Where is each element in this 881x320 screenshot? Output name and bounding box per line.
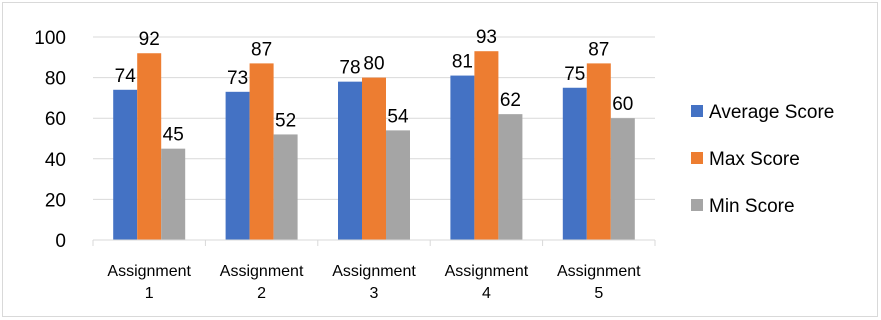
x-tick-label: 4 [482, 285, 491, 302]
data-label: 87 [251, 39, 272, 60]
legend-label: Average Score [709, 102, 834, 123]
data-label: 45 [163, 125, 184, 146]
data-label: 54 [387, 106, 409, 127]
bar-max-score [249, 63, 274, 240]
bar-average-score [338, 81, 362, 240]
x-tick-label: Assignment [220, 263, 304, 280]
x-tick-label: 5 [594, 285, 603, 302]
bar-average-score [113, 89, 138, 240]
y-tick-label: 0 [55, 231, 66, 252]
x-tick-label: 2 [257, 285, 266, 302]
x-tick-label: Assignment [445, 263, 529, 280]
legend-label: Min Score [709, 196, 795, 217]
legend-label: Max Score [709, 149, 800, 170]
y-tick-label: 60 [45, 109, 66, 130]
legend-swatch [691, 105, 703, 117]
x-tick-label: Assignment [557, 263, 641, 280]
bar-min-score [273, 134, 298, 240]
data-label: 62 [500, 90, 521, 111]
bar-average-score [225, 91, 250, 240]
x-tick-label: 1 [145, 285, 154, 302]
data-label: 60 [612, 94, 633, 115]
data-label: 75 [564, 64, 585, 85]
bar-max-score [474, 51, 499, 241]
y-tick-label: 40 [45, 150, 66, 171]
y-tick-label: 20 [45, 190, 66, 211]
y-tick-label: 100 [34, 28, 66, 49]
data-label: 80 [363, 54, 384, 75]
data-label: 87 [588, 39, 609, 60]
bar-max-score [586, 63, 611, 240]
data-label: 73 [227, 68, 248, 89]
bar-min-score [386, 130, 410, 240]
legend-swatch [691, 152, 703, 164]
data-label: 52 [275, 110, 296, 131]
x-tick-label: Assignment [332, 263, 416, 280]
bar-min-score [610, 118, 635, 240]
x-tick-label: 3 [370, 285, 379, 302]
data-label: 81 [452, 52, 473, 73]
data-label: 92 [139, 29, 160, 50]
bar-min-score [498, 114, 523, 240]
x-tick-label: Assignment [107, 263, 191, 280]
data-label: 93 [476, 27, 497, 48]
bar-max-score [137, 53, 162, 240]
bar-max-score [362, 77, 386, 240]
bar-average-score [450, 75, 475, 240]
legend-swatch [691, 199, 703, 211]
y-tick-label: 80 [45, 69, 66, 90]
data-label: 74 [115, 66, 137, 87]
bar-average-score [562, 87, 587, 240]
data-label: 78 [339, 58, 360, 79]
bar-min-score [161, 148, 186, 240]
